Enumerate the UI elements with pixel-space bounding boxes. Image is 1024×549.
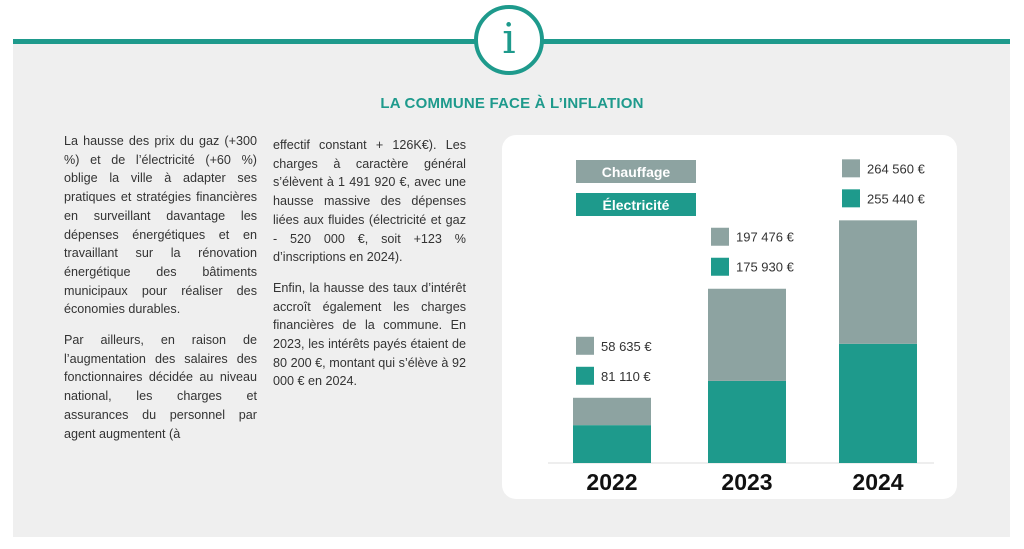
category-label-2022: 2022 xyxy=(586,469,637,495)
category-label-2023: 2023 xyxy=(721,469,772,495)
bar-electricite-2023 xyxy=(708,380,786,463)
label-swatch-electricite-2022 xyxy=(576,366,594,385)
bar-electricite-2022 xyxy=(573,425,651,463)
paragraph-energy: La hausse des prix du gaz (+300 %) et de… xyxy=(64,134,257,317)
bar-chauffage-2023 xyxy=(708,288,786,381)
category-label-2024: 2024 xyxy=(852,469,903,495)
label-swatch-electricite-2023 xyxy=(711,257,729,276)
text-column-2: effectif constant + 126K€). Les charges … xyxy=(273,136,466,403)
label-swatch-chauffage-2022 xyxy=(576,336,594,355)
page-title: LA COMMUNE FACE À L’INFLATION xyxy=(380,95,644,112)
bar-electricite-2024 xyxy=(839,343,917,463)
label-swatch-chauffage-2023 xyxy=(711,227,729,246)
bar-chauffage-2024 xyxy=(839,220,917,344)
value-label-chauffage-2024: 264 560 € xyxy=(867,161,926,176)
label-swatch-electricite-2024 xyxy=(842,189,860,208)
chart-card: Chauffage Électricité 58 635 € 81 110 € 20… xyxy=(502,135,957,499)
paragraph-interest: Enfin, la hausse des taux d’intérêt accr… xyxy=(273,280,466,389)
value-label-electricite-2023: 175 930 € xyxy=(736,260,795,275)
bar-chauffage-2022 xyxy=(573,397,651,426)
legend-chauffage: Chauffage xyxy=(576,160,696,183)
info-icon: i xyxy=(474,5,544,75)
paragraph-charges: effectif constant + 126K€). Les charges … xyxy=(273,138,466,265)
value-label-chauffage-2022: 58 635 € xyxy=(601,339,652,354)
text-column-1: La hausse des prix du gaz (+300 %) et de… xyxy=(64,132,257,455)
value-label-electricite-2024: 255 440 € xyxy=(867,191,926,206)
value-label-chauffage-2023: 197 476 € xyxy=(736,230,795,245)
paragraph-salaries: Par ailleurs, en raison de l’augmentatio… xyxy=(64,333,257,441)
label-swatch-chauffage-2024 xyxy=(842,159,860,178)
stacked-bar-chart: 58 635 € 81 110 € 2022 197 476 € 175 930 € 20… xyxy=(548,159,934,495)
legend-electricite: Électricité xyxy=(576,193,696,216)
value-label-electricite-2022: 81 110 € xyxy=(601,369,651,384)
